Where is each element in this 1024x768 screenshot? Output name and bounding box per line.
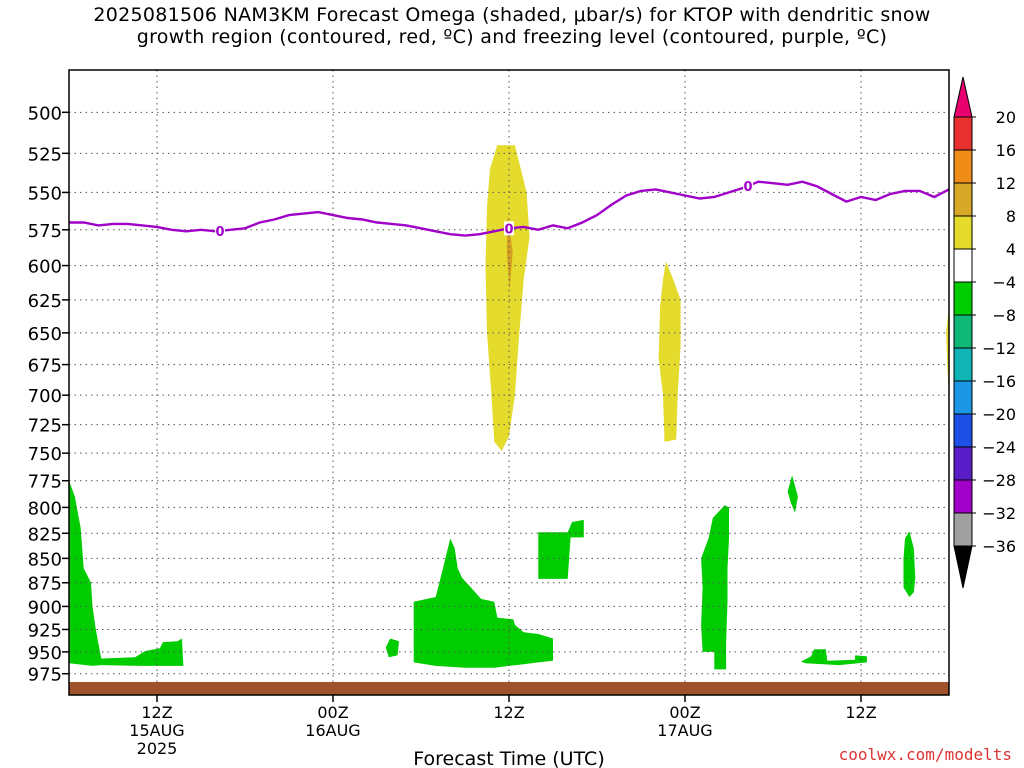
colorbar-label-8: −12 — [982, 339, 1016, 358]
x-tick-label-42-1: 00Z — [669, 703, 700, 722]
colorbar-swatch-8 — [953, 347, 973, 382]
y-tick-label-750: 750 — [28, 444, 62, 465]
y-tick-label-875: 875 — [28, 574, 62, 595]
chart-title-line-2: growth region (contoured, red, ºC) and f… — [136, 26, 888, 48]
colorbar-swatch-9 — [953, 380, 973, 415]
colorbar-label-10: −20 — [982, 405, 1016, 424]
colorbar-label-9: −16 — [982, 372, 1016, 391]
colorbar-label-3: 12 — [996, 174, 1016, 193]
freezing-level-label-2: 0 — [504, 222, 513, 237]
y-tick-label-600: 600 — [28, 257, 62, 278]
freezing-level-label-3: 0 — [744, 180, 753, 195]
omega-region-8 — [413, 538, 553, 668]
y-tick-label-850: 850 — [28, 549, 62, 570]
colorbar-swatch-3 — [953, 182, 973, 217]
y-tick-label-775: 775 — [28, 472, 62, 493]
colorbar-label-2: 16 — [996, 141, 1016, 160]
colorbar-label-4: 8 — [1006, 207, 1016, 226]
y-tick-label-550: 550 — [28, 183, 62, 204]
colorbar-swatch-10 — [953, 413, 973, 448]
colorbar-swatch-4 — [953, 215, 973, 250]
ground-strip — [69, 682, 949, 695]
colorbar-label-14: −36 — [982, 537, 1016, 556]
y-tick-label-625: 625 — [28, 291, 62, 312]
freezing-level-label-bg-1 — [215, 223, 226, 238]
omega-region-6 — [92, 638, 184, 666]
x-tick-label-6-2: 15AUG — [129, 721, 184, 740]
colorbar-swatch-13 — [953, 512, 973, 547]
omega-shaded-regions — [69, 145, 949, 670]
colorbar-legend: 20 16 12 8 4 −4 −8 −12 −16 −20 −24 −28 −32 −36 — [953, 76, 1016, 589]
y-tick-label-725: 725 — [28, 416, 62, 437]
colorbar-label-12: −28 — [982, 471, 1016, 490]
omega-region-1 — [485, 145, 530, 451]
colorbar-swatch-12 — [953, 479, 973, 514]
omega-region-11 — [787, 475, 798, 513]
omega-region-3 — [658, 261, 681, 442]
chart-title: 2025081506 NAM3KM Forecast Omega (shaded… — [0, 4, 1024, 48]
colorbar-swatch-11 — [953, 446, 973, 481]
y-tick-label-500: 500 — [28, 103, 62, 124]
omega-region-12 — [800, 649, 867, 666]
colorbar-swatch-1 — [953, 116, 973, 151]
freezing-level-label-bg-2 — [504, 221, 514, 236]
omega-region-7 — [385, 638, 399, 658]
x-axis-title: Forecast Time (UTC) — [413, 748, 604, 768]
x-tick-label-30-1: 12Z — [493, 703, 524, 722]
colorbar-label-13: −32 — [982, 504, 1016, 523]
y-tick-label-950: 950 — [28, 643, 62, 664]
y-tick-label-525: 525 — [28, 144, 62, 165]
freezing-level-label-1: 0 — [216, 225, 225, 240]
y-tick-label-700: 700 — [28, 386, 62, 407]
y-tick-label-800: 800 — [28, 498, 62, 519]
colorbar-label-5: 4 — [1006, 240, 1016, 259]
colorbar-swatch-5 — [953, 248, 973, 283]
x-tick-label-42-2: 17AUG — [657, 721, 712, 740]
colorbar-bottom-triangle — [953, 545, 973, 589]
y-tick-label-975: 975 — [28, 665, 62, 686]
colorbar-swatch-2 — [953, 149, 973, 184]
source-credit: coolwx.com/modelts — [838, 745, 1012, 764]
y-tick-label-825: 825 — [28, 524, 62, 545]
y-tick-label-675: 675 — [28, 356, 62, 377]
x-tick-label-54-1: 12Z — [845, 703, 876, 722]
y-axis: 500 525 550 575 600 625 650 675 700 725 750 775 800 8… — [28, 103, 69, 686]
x-tick-label-18-1: 00Z — [317, 703, 348, 722]
y-tick-label-575: 575 — [28, 221, 62, 242]
chart-title-line-1: 2025081506 NAM3KM Forecast Omega (shaded… — [93, 4, 931, 26]
x-tick-label-18-2: 16AUG — [305, 721, 360, 740]
colorbar-label-1: 20 — [996, 108, 1016, 127]
freezing-level-label-bg-3 — [743, 178, 754, 193]
x-tick-label-6-3: 2025 — [137, 739, 178, 758]
omega-region-13 — [903, 531, 916, 597]
ground-layer — [69, 682, 949, 695]
x-tick-label-6-1: 12Z — [141, 703, 172, 722]
colorbar-swatch-7 — [953, 314, 973, 349]
omega-region-9 — [538, 519, 584, 579]
colorbar-label-7: −8 — [992, 306, 1016, 325]
plot-gridlines — [69, 70, 949, 695]
omega-region-10 — [701, 505, 729, 670]
colorbar-swatch-6 — [953, 281, 973, 316]
freezing-level-layer: 0 0 0 — [69, 178, 949, 240]
colorbar-label-6: −4 — [992, 273, 1016, 292]
colorbar-label-11: −24 — [982, 438, 1016, 457]
y-tick-label-650: 650 — [28, 324, 62, 345]
omega-region-5 — [69, 480, 102, 666]
y-tick-label-900: 900 — [28, 597, 62, 618]
colorbar-top-triangle — [953, 76, 973, 118]
y-tick-label-925: 925 — [28, 620, 62, 641]
